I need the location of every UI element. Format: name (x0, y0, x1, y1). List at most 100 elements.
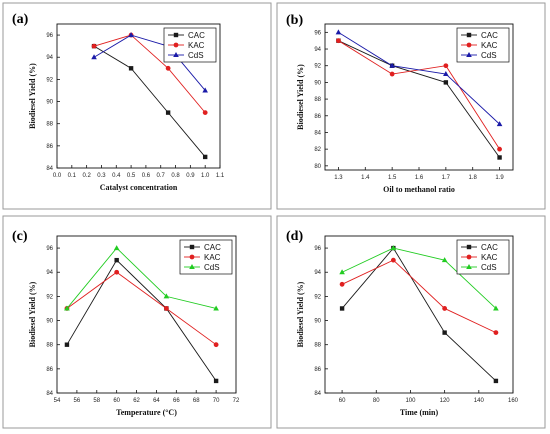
series-cds-point (496, 121, 503, 127)
y-tick-label: 96 (314, 30, 321, 36)
x-tick-label: 1.0 (201, 173, 210, 179)
y-tick-label: 92 (314, 294, 321, 300)
series-cds-point (441, 257, 448, 263)
series-cds-point (91, 54, 97, 60)
series-cac-line (341, 247, 497, 382)
legend-label: KAC (188, 41, 205, 50)
panel-label: (b) (286, 13, 303, 28)
series-cds-point (389, 62, 395, 68)
x-tick-label: 1.9 (495, 175, 504, 181)
panel-a-frame (2, 2, 272, 210)
x-tick-label: 0.1 (68, 173, 77, 179)
y-tick-label: 84 (46, 166, 53, 172)
legend-label: CdS (481, 51, 497, 60)
series-cds-point (493, 305, 499, 311)
x-tick-label: 1.5 (388, 175, 397, 181)
series-cds-point (390, 245, 397, 251)
series-cac-point (497, 155, 502, 160)
series-kac-point (493, 330, 499, 336)
series-cds-point (443, 71, 449, 77)
series-kac-point (213, 342, 219, 348)
x-tick-label: 54 (54, 398, 61, 404)
series-cds-line (341, 247, 497, 309)
y-tick-label: 94 (46, 55, 53, 61)
legend-label: CdS (481, 263, 497, 272)
legend-marker (173, 52, 179, 57)
series-cds-line (338, 31, 500, 125)
x-tick-label: 70 (213, 398, 220, 404)
series-cds-point (335, 29, 342, 35)
y-tick-label: 88 (46, 343, 53, 349)
x-tick-label: 60 (113, 398, 120, 404)
panel-label: (c) (12, 229, 28, 244)
x-tick-label: 1.4 (361, 175, 370, 181)
y-axis-label: Biodiesel Yield (%) (296, 64, 305, 130)
series-cds-point (64, 305, 70, 311)
series-kac-point (202, 110, 208, 116)
panel-label: (d) (286, 229, 303, 244)
x-tick-label: 0.0 (53, 173, 62, 179)
panel-a-axes-box (56, 23, 221, 169)
legend-label: CdS (204, 263, 220, 272)
x-tick-label: 140 (474, 398, 485, 404)
legend-label: KAC (204, 253, 221, 262)
x-axis-label: Temperature (°C) (116, 408, 177, 417)
series-cac-point (165, 110, 171, 115)
series-cac-point (493, 378, 499, 384)
y-tick-label: 82 (314, 147, 321, 153)
legend-label: CAC (188, 31, 205, 40)
x-tick-label: 1.8 (469, 175, 478, 181)
panel-c: 54 56 58 60 62 64 66 68 70 72 84 86 88 90 92 94 96 Temper… (2, 215, 272, 429)
y-tick-label: 96 (314, 246, 321, 252)
series-cac-point (128, 66, 134, 71)
y-tick-label: 90 (46, 319, 53, 325)
series-cds-point (202, 87, 208, 93)
y-tick-label: 92 (46, 77, 53, 83)
x-tick-label: 0.7 (157, 173, 166, 179)
series-kac-point (497, 146, 502, 152)
y-tick-label: 84 (46, 391, 53, 397)
series-cac-point (443, 80, 449, 85)
series-kac-point (91, 43, 97, 49)
legend-marker (189, 244, 195, 250)
panel-d: 60 80 100 120 140 160 84 86 88 90 92 94 96 Time (min)… (276, 215, 546, 429)
x-tick-label: 120 (440, 398, 451, 404)
series-cac-line (93, 45, 206, 158)
series-cds-line (93, 34, 206, 91)
series-cds-point (163, 293, 170, 299)
x-axis-label: Oil to methanol ratio (383, 185, 455, 194)
y-axis-label: Biodiesel Yield (%) (28, 281, 37, 347)
series-kac-line (341, 259, 497, 334)
panel-a: 0.0 0.1 0.2 0.3 0.4 0.5 0.6 0.7 0.8 0.9 1.0 1.1 84 86… (2, 2, 272, 210)
y-tick-label: 90 (314, 319, 321, 325)
y-tick-label: 86 (314, 114, 321, 120)
x-tick-label: 68 (193, 398, 200, 404)
legend-marker (466, 42, 472, 48)
y-tick-label: 94 (314, 47, 321, 53)
y-tick-label: 90 (314, 80, 321, 86)
x-tick-label: 60 (339, 398, 346, 404)
x-axis-label: Catalyst concentration (100, 183, 178, 192)
series-kac-point (165, 65, 171, 71)
x-tick-label: 62 (133, 398, 140, 404)
legend-label: CAC (481, 243, 498, 252)
series-cds-point (128, 32, 134, 38)
legend-label: CdS (188, 51, 204, 60)
y-tick-label: 90 (46, 100, 53, 106)
y-tick-label: 88 (46, 122, 53, 128)
x-tick-label: 80 (373, 398, 380, 404)
x-tick-label: 1.6 (415, 175, 424, 181)
x-tick-label: 64 (153, 398, 160, 404)
x-tick-label: 56 (74, 398, 81, 404)
x-tick-label: 100 (405, 398, 416, 404)
series-cac-point (114, 257, 119, 263)
y-axis-label: Biodiesel Yield (%) (28, 63, 37, 129)
y-tick-label: 84 (314, 391, 321, 397)
series-cds-point (213, 305, 219, 311)
legend-marker (189, 254, 195, 260)
series-kac-point (336, 38, 341, 44)
